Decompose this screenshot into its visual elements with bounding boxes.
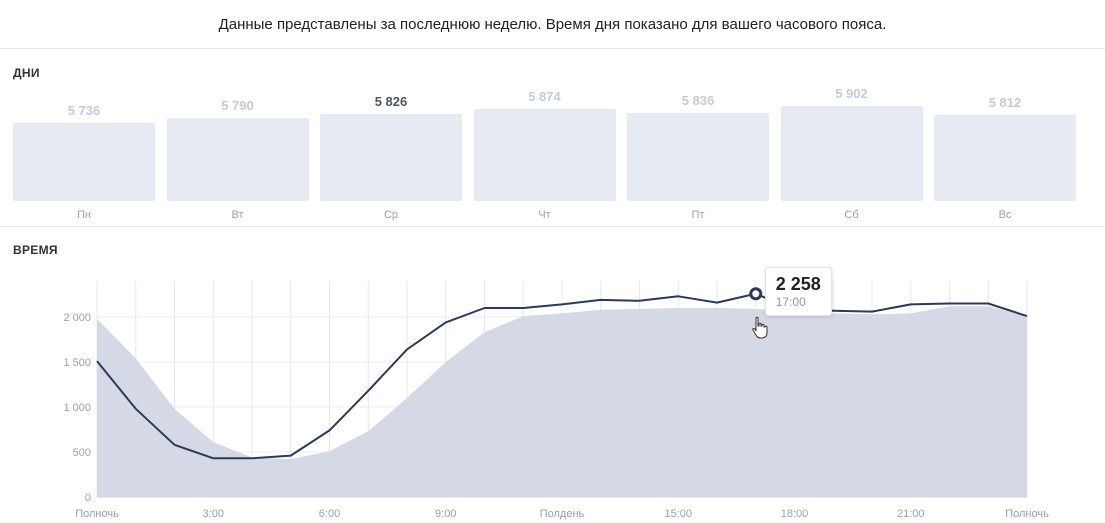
day-value: 5 736 [67, 103, 101, 119]
x-tick-label: 18:00 [781, 508, 809, 520]
area-series [97, 306, 1027, 497]
day-bar[interactable] [934, 115, 1076, 201]
chart-tooltip: 2 258 17:00 [764, 266, 832, 316]
day-value: 5 826 [374, 94, 408, 109]
day-bar[interactable] [320, 114, 462, 201]
highlight-point [749, 287, 763, 301]
day-label: Вс [998, 209, 1012, 221]
y-tick-label: 1 500 [63, 357, 91, 369]
x-tick-label: 9:00 [435, 508, 456, 520]
tooltip-time: 17:00 [775, 294, 806, 309]
day-value: 5 836 [681, 92, 715, 108]
days-section-title: ДНИ [13, 66, 40, 80]
day-bar[interactable] [780, 106, 923, 201]
day-label: Сб [844, 209, 859, 221]
day-bar[interactable] [473, 108, 616, 201]
day-label: Чт [538, 209, 551, 221]
time-section-title: ВРЕМЯ [13, 243, 58, 257]
line-series [96, 292, 1028, 460]
day-value: 5 902 [835, 86, 868, 101]
hand-cursor-icon [752, 316, 768, 339]
y-tick-label: 1 000 [63, 402, 91, 414]
day-label: Вт [231, 209, 244, 221]
y-tick-label: 0 [85, 492, 91, 504]
day-value: 5 790 [221, 97, 254, 113]
y-tick-label: 2 000 [63, 312, 91, 324]
day-label: Пт [691, 209, 705, 221]
x-tick-label: 3:00 [203, 508, 224, 520]
tooltip-value: 2 258 [775, 273, 821, 294]
x-tick-label: 21:00 [897, 508, 925, 520]
x-tick-label: Полдень [540, 508, 585, 520]
y-tick-label: 500 [73, 447, 91, 459]
day-label: Ср [383, 209, 399, 221]
timezone-note: Данные представлены за последнюю неделю.… [0, 0, 1105, 49]
day-bar[interactable] [627, 112, 769, 201]
timezone-note-text: Данные представлены за последнюю неделю.… [218, 15, 887, 33]
day-value: 5 812 [988, 95, 1022, 111]
day-bar[interactable] [166, 117, 309, 201]
x-tick-label: 15:00 [664, 508, 692, 520]
day-label: Пн [77, 209, 91, 221]
section-divider [0, 226, 1105, 227]
x-tick-label: 6:00 [319, 508, 340, 520]
day-bar[interactable] [13, 123, 155, 201]
x-tick-label: Полночь [1005, 508, 1049, 520]
x-tick-label: Полночь [75, 508, 119, 520]
day-value: 5 874 [528, 88, 561, 104]
